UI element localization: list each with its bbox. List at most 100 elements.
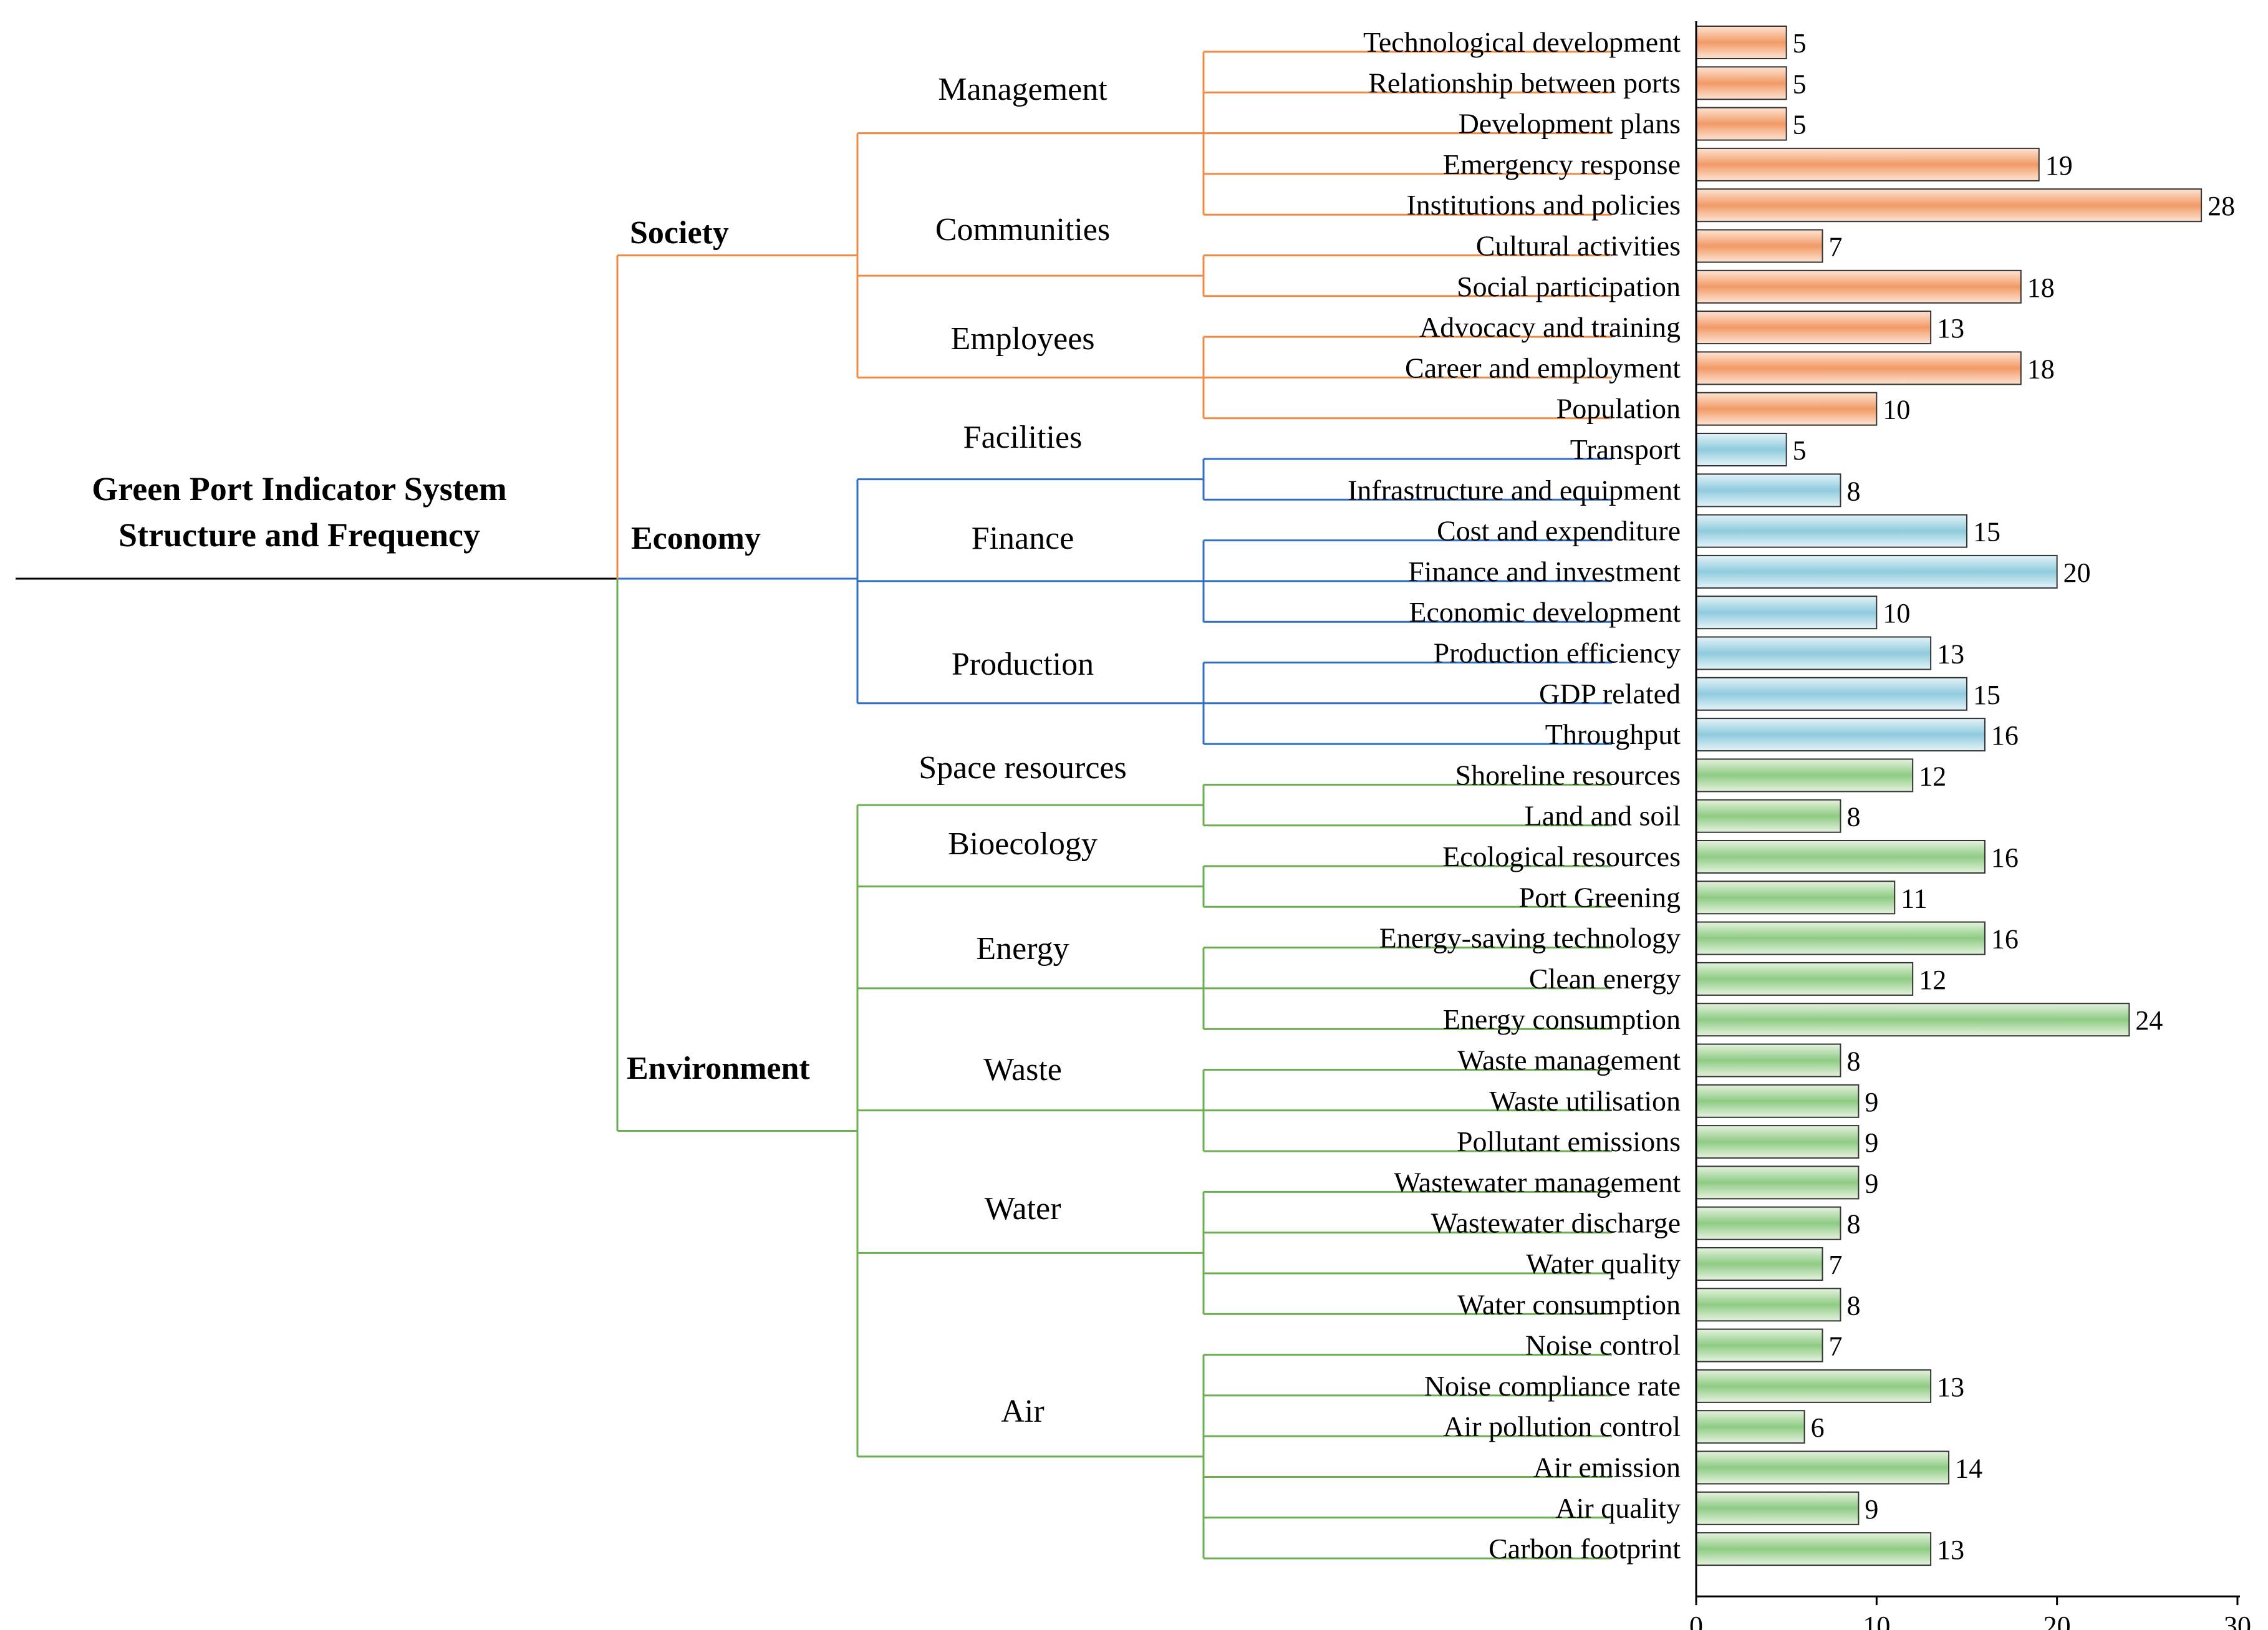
category-label-production: Production xyxy=(952,647,1094,682)
bar-transport xyxy=(1696,433,1787,466)
indicator-label-shoreline-resources: Shoreline resources xyxy=(1455,759,1681,791)
indicator-label-throughput: Throughput xyxy=(1545,718,1681,750)
bar-ecological-resources xyxy=(1696,840,1986,874)
bar-economic-development xyxy=(1696,596,1878,630)
category-label-waste: Waste xyxy=(983,1052,1062,1087)
bar-cost-and-expenditure xyxy=(1696,514,1967,548)
bar-wastewater-management xyxy=(1696,1165,1860,1200)
indicator-label-transport: Transport xyxy=(1570,433,1681,465)
value-label-land-and-soil: 8 xyxy=(1846,802,1860,832)
value-label-energy-saving-technology: 16 xyxy=(1991,924,2019,955)
value-label-gdp-related: 15 xyxy=(1973,680,2000,710)
bar-throughput xyxy=(1696,718,1986,752)
value-label-noise-compliance-rate: 13 xyxy=(1937,1372,1964,1402)
indicator-label-economic-development: Economic development xyxy=(1409,596,1681,628)
title-line-2: Structure and Frequency xyxy=(118,516,480,554)
indicator-label-energy-saving-technology: Energy-saving technology xyxy=(1379,922,1681,954)
value-label-port-greening: 11 xyxy=(1901,883,1927,914)
indicator-label-carbon-footprint: Carbon footprint xyxy=(1489,1533,1681,1565)
value-label-water-quality: 7 xyxy=(1829,1250,1843,1280)
value-label-air-quality: 9 xyxy=(1865,1494,1878,1525)
value-label-throughput: 16 xyxy=(1991,720,2019,751)
indicator-label-land-and-soil: Land and soil xyxy=(1525,800,1681,832)
value-label-cost-and-expenditure: 15 xyxy=(1973,517,2000,547)
bar-energy-consumption xyxy=(1696,1003,2130,1037)
bar-shoreline-resources xyxy=(1696,758,1914,793)
value-label-waste-utilisation: 9 xyxy=(1865,1087,1878,1117)
indicator-label-development-plans: Development plans xyxy=(1459,108,1681,140)
bar-water-consumption xyxy=(1696,1288,1841,1322)
bar-population xyxy=(1696,392,1878,426)
bar-social-participation xyxy=(1696,269,2022,304)
bar-emergency-response xyxy=(1696,147,2040,181)
value-label-ecological-resources: 16 xyxy=(1991,842,2019,873)
indicator-label-population: Population xyxy=(1556,393,1681,425)
bar-noise-control xyxy=(1696,1328,1823,1362)
value-label-infrastructure-and-equipment: 8 xyxy=(1846,476,1860,506)
indicator-label-water-quality: Water quality xyxy=(1526,1248,1681,1280)
dimension-label-environment: Environment xyxy=(627,1051,810,1086)
indicator-label-advocacy-and-training: Advocacy and training xyxy=(1419,311,1681,343)
x-tick-label-10: 10 xyxy=(1863,1611,1890,1630)
value-label-cultural-activities: 7 xyxy=(1829,232,1843,263)
indicator-label-water-consumption: Water consumption xyxy=(1457,1288,1681,1320)
indicator-label-air-pollution-control: Air pollution control xyxy=(1443,1411,1681,1442)
value-label-transport: 5 xyxy=(1793,435,1807,466)
value-label-clean-energy: 12 xyxy=(1919,965,1946,995)
indicator-label-institutions-and-policies: Institutions and policies xyxy=(1406,189,1681,221)
indicator-label-infrastructure-and-equipment: Infrastructure and equipment xyxy=(1348,474,1681,506)
value-label-waste-management: 8 xyxy=(1846,1046,1860,1077)
bar-institutions-and-policies xyxy=(1696,188,2203,223)
value-label-social-participation: 18 xyxy=(2027,272,2055,303)
bar-development-plans xyxy=(1696,107,1787,141)
x-tick-label-0: 0 xyxy=(1689,1611,1703,1630)
value-label-carbon-footprint: 13 xyxy=(1937,1535,1964,1565)
value-label-shoreline-resources: 12 xyxy=(1919,761,1946,791)
bar-air-pollution-control xyxy=(1696,1410,1805,1444)
indicator-label-waste-utilisation: Waste utilisation xyxy=(1489,1085,1681,1117)
indicator-label-energy-consumption: Energy consumption xyxy=(1443,1003,1681,1035)
category-label-water: Water xyxy=(985,1191,1061,1227)
indicator-label-wastewater-discharge: Wastewater discharge xyxy=(1431,1207,1681,1239)
bar-waste-utilisation xyxy=(1696,1084,1860,1118)
indicator-label-gdp-related: GDP related xyxy=(1539,678,1681,710)
indicator-label-ecological-resources: Ecological resources xyxy=(1442,841,1681,872)
value-label-career-and-employment: 18 xyxy=(2027,354,2055,384)
bar-infrastructure-and-equipment xyxy=(1696,473,1841,508)
category-label-bioecology: Bioecology xyxy=(948,826,1098,862)
value-label-wastewater-management: 9 xyxy=(1865,1168,1878,1198)
bar-gdp-related xyxy=(1696,677,1967,711)
x-tick-label-30: 30 xyxy=(2224,1611,2251,1630)
value-label-water-consumption: 8 xyxy=(1846,1290,1860,1321)
indicator-label-noise-control: Noise control xyxy=(1525,1329,1681,1361)
bar-air-quality xyxy=(1696,1491,1860,1525)
value-label-development-plans: 5 xyxy=(1793,110,1807,140)
value-label-air-emission: 14 xyxy=(1955,1454,1982,1484)
category-label-employees: Employees xyxy=(950,321,1094,357)
bar-cultural-activities xyxy=(1696,229,1823,263)
value-label-energy-consumption: 24 xyxy=(2135,1005,2163,1036)
value-label-relationship-between-ports: 5 xyxy=(1793,69,1807,99)
value-label-pollutant-emissions: 9 xyxy=(1865,1127,1878,1158)
indicator-label-relationship-between-ports: Relationship between ports xyxy=(1368,67,1681,99)
indicator-label-cost-and-expenditure: Cost and expenditure xyxy=(1437,515,1681,547)
indicator-label-noise-compliance-rate: Noise compliance rate xyxy=(1424,1370,1681,1402)
indicator-label-production-efficiency: Production efficiency xyxy=(1434,637,1681,669)
indicator-label-air-quality: Air quality xyxy=(1555,1492,1681,1524)
value-label-air-pollution-control: 6 xyxy=(1811,1412,1825,1443)
category-label-management: Management xyxy=(938,72,1107,107)
bar-pollutant-emissions xyxy=(1696,1125,1860,1159)
bar-energy-saving-technology xyxy=(1696,921,1986,955)
tree-layer: Technological development Relationship be… xyxy=(16,26,1681,1565)
indicator-label-technological-development: Technological development xyxy=(1363,26,1681,58)
category-label-communities: Communities xyxy=(935,212,1110,248)
value-label-wastewater-discharge: 8 xyxy=(1846,1209,1860,1240)
bar-technological-development xyxy=(1696,26,1787,59)
bar-career-and-employment xyxy=(1696,351,2022,385)
indicator-label-wastewater-management: Wastewater management xyxy=(1394,1166,1681,1198)
value-label-production-efficiency: 13 xyxy=(1937,639,1964,670)
value-label-noise-control: 7 xyxy=(1829,1331,1843,1362)
bar-land-and-soil xyxy=(1696,799,1841,833)
value-label-institutions-and-policies: 28 xyxy=(2208,191,2235,221)
